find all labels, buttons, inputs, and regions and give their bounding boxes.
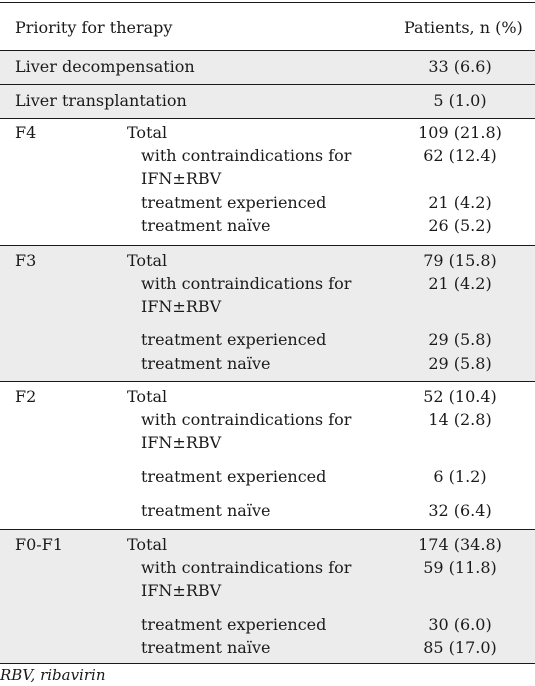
row-divider	[0, 529, 535, 530]
stage-label: F3	[15, 251, 37, 270]
contra-label-cont: IFN±RBV	[141, 297, 222, 316]
header-priority: Priority for therapy	[15, 18, 173, 37]
naive-label: treatment naïve	[141, 501, 271, 520]
table-header: Priority for therapy Patients, n (%)	[0, 5, 535, 50]
contra-label: with contraindications for	[141, 274, 352, 293]
total-label: Total	[127, 251, 168, 270]
table-bottom-rule	[0, 663, 535, 664]
naive-value: 32 (6.4)	[428, 501, 492, 520]
experienced-value: 29 (5.8)	[428, 330, 492, 349]
naive-value: 85 (17.0)	[423, 638, 497, 657]
table-footnote: RBV, ribavirin	[0, 666, 106, 684]
experienced-label: treatment experienced	[141, 330, 327, 349]
row-divider	[0, 381, 535, 382]
contra-label-cont: IFN±RBV	[141, 433, 222, 452]
row-value: 33 (6.6)	[428, 57, 492, 76]
experienced-label: treatment experienced	[141, 615, 327, 634]
naive-label: treatment naïve	[141, 354, 271, 373]
total-value: 109 (21.8)	[418, 123, 502, 142]
table-row: Liver transplantation 5 (1.0)	[0, 85, 535, 118]
table-row-group: F0-F1 Total 174 (34.8) with contraindica…	[0, 530, 535, 663]
table-top-rule	[0, 2, 535, 3]
row-value: 5 (1.0)	[433, 91, 487, 110]
stage-label: F2	[15, 387, 37, 406]
experienced-label: treatment experienced	[141, 193, 327, 212]
table-row-group: F4 Total 109 (21.8) with contraindicatio…	[0, 119, 535, 245]
row-divider	[0, 118, 535, 119]
total-label: Total	[127, 535, 168, 554]
contra-label: with contraindications for	[141, 146, 352, 165]
naive-label: treatment naïve	[141, 216, 271, 235]
naive-label: treatment naïve	[141, 638, 271, 657]
total-value: 52 (10.4)	[423, 387, 497, 406]
contra-label: with contraindications for	[141, 410, 352, 429]
experienced-label: treatment experienced	[141, 467, 327, 486]
stage-label: F0-F1	[15, 535, 63, 554]
contra-label: with contraindications for	[141, 558, 352, 577]
total-value: 79 (15.8)	[423, 251, 497, 270]
header-rule	[0, 50, 535, 51]
stage-label: F4	[15, 123, 37, 142]
row-label: Liver decompensation	[15, 57, 195, 76]
total-label: Total	[127, 387, 168, 406]
experienced-value: 30 (6.0)	[428, 615, 492, 634]
naive-value: 26 (5.2)	[428, 216, 492, 235]
contra-value: 59 (11.8)	[423, 558, 497, 577]
total-label: Total	[127, 123, 168, 142]
row-divider	[0, 84, 535, 85]
contra-label-cont: IFN±RBV	[141, 581, 222, 600]
experienced-value: 21 (4.2)	[428, 193, 492, 212]
header-patients: Patients, n (%)	[404, 18, 523, 37]
naive-value: 29 (5.8)	[428, 354, 492, 373]
table-row-group: F3 Total 79 (15.8) with contraindication…	[0, 246, 535, 381]
table-row-group: F2 Total 52 (10.4) with contraindication…	[0, 382, 535, 529]
total-value: 174 (34.8)	[418, 535, 502, 554]
row-divider	[0, 245, 535, 246]
contra-value: 21 (4.2)	[428, 274, 492, 293]
contra-value: 62 (12.4)	[423, 146, 497, 165]
contra-label-cont: IFN±RBV	[141, 169, 222, 188]
experienced-value: 6 (1.2)	[433, 467, 487, 486]
row-label: Liver transplantation	[15, 91, 187, 110]
contra-value: 14 (2.8)	[428, 410, 492, 429]
table-row: Liver decompensation 33 (6.6)	[0, 51, 535, 84]
